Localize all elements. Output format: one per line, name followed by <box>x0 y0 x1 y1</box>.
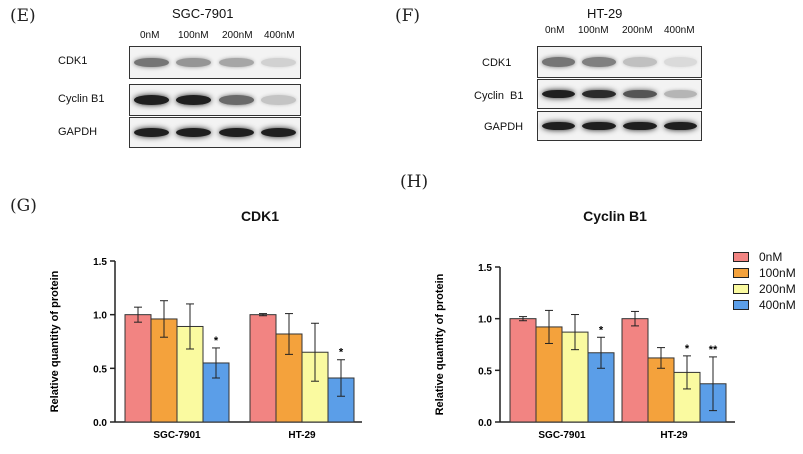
y-axis-label: Relative quantity of protein <box>49 270 61 412</box>
y-tick-label: 0.5 <box>478 366 492 377</box>
bar <box>249 314 277 423</box>
blot-f-row-label: GAPDH <box>484 121 524 133</box>
blot-f-strip-gapdh <box>537 111 702 141</box>
legend-label: 200nM <box>759 282 796 296</box>
significance-marker: * <box>214 335 219 347</box>
legend-item: 100nM <box>733 266 796 280</box>
bar <box>509 318 537 423</box>
blot-band <box>541 57 576 67</box>
bar <box>647 357 675 423</box>
blot-band <box>261 57 297 68</box>
blot-f-dose: 400nM <box>664 25 695 36</box>
blot-band <box>261 95 297 105</box>
y-tick-label: 0.0 <box>478 418 492 429</box>
bar <box>124 314 152 423</box>
chart-h-title: Cyclin B1 <box>583 208 647 224</box>
x-tick-label: HT-29 <box>288 430 316 441</box>
legend-swatch <box>733 252 749 262</box>
blot-band <box>541 121 576 131</box>
blot-e-dose: 400nM <box>264 30 295 41</box>
blot-f-dose: 0nM <box>545 25 565 36</box>
blot-band <box>218 57 254 68</box>
blot-f-dose: 200nM <box>622 25 653 36</box>
legend-label: 100nM <box>759 266 796 280</box>
y-tick-label: 1.5 <box>478 263 492 274</box>
blot-e-row-label: CDK1 <box>58 55 88 67</box>
x-tick-label: SGC-7901 <box>538 430 586 441</box>
x-tick-label: HT-29 <box>660 430 688 441</box>
y-tick-label: 1.0 <box>93 311 107 322</box>
blot-band <box>623 57 657 67</box>
significance-marker: * <box>599 324 604 336</box>
blot-f-cell-line: HT-29 <box>587 6 623 21</box>
blot-band <box>176 95 212 105</box>
y-axis-label: Relative quantity of protein <box>434 273 446 415</box>
blot-e-row-label: Cyclin B1 <box>58 93 105 105</box>
blot-band <box>218 127 254 138</box>
blot-band <box>261 127 297 138</box>
significance-marker: ** <box>709 344 718 356</box>
legend-swatch <box>733 300 749 310</box>
blot-e-strip-cdk1 <box>129 46 301 79</box>
legend-item: 400nM <box>733 298 796 312</box>
y-tick-label: 1.0 <box>478 315 492 326</box>
chart-g-title: CDK1 <box>240 208 280 224</box>
blot-e-strip-gapdh <box>129 117 301 148</box>
blot-band <box>582 89 616 99</box>
blot-e-strip-cyclin-b1 <box>129 84 301 116</box>
chart-g: 0.0 0.5 1.0 1.5 Relative quantity of protein… <box>49 257 362 441</box>
blot-band <box>663 121 698 131</box>
legend-swatch <box>733 268 749 278</box>
blot-f-row-label: Cyclin B1 <box>474 90 524 102</box>
panel-label-f: (F) <box>395 6 421 26</box>
blot-band <box>663 89 698 99</box>
blot-band <box>663 57 698 67</box>
blot-e-dose: 100nM <box>178 30 209 41</box>
blot-band <box>133 127 169 138</box>
legend-swatch <box>733 284 749 294</box>
bar <box>621 318 649 423</box>
blot-band <box>623 121 657 131</box>
blot-e-row-label: GAPDH <box>58 126 98 138</box>
blot-band <box>218 95 254 105</box>
blot-f-dose: 100nM <box>578 25 609 36</box>
y-tick-label: 0.5 <box>93 364 107 375</box>
blot-f-row-label: CDK1 <box>482 57 512 69</box>
legend-item: 0nM <box>733 250 782 264</box>
panel-label-e: (E) <box>10 6 36 26</box>
blot-band <box>176 127 212 138</box>
blot-band <box>582 121 616 131</box>
significance-marker: * <box>685 343 690 355</box>
y-tick-label: 1.5 <box>93 257 107 268</box>
blot-band <box>133 57 169 68</box>
significance-marker: * <box>339 347 344 359</box>
legend-item: 200nM <box>733 282 796 296</box>
x-tick-label: SGC-7901 <box>153 430 201 441</box>
legend-label: 400nM <box>759 298 796 312</box>
blot-band <box>541 89 576 99</box>
panel-label-h: (H) <box>400 172 429 192</box>
blot-band <box>582 57 616 67</box>
blot-f-strip-cdk1 <box>537 46 702 78</box>
blot-f-strip-cyclin-b1 <box>537 79 702 109</box>
blot-band <box>623 89 657 99</box>
legend-label: 0nM <box>759 250 783 264</box>
blot-e-cell-line: SGC-7901 <box>172 6 234 21</box>
blot-e-dose: 0nM <box>140 30 160 41</box>
blot-e-dose: 200nM <box>222 30 253 41</box>
blot-band <box>133 95 169 105</box>
panel-label-g: (G) <box>10 196 37 216</box>
blot-band <box>176 57 212 68</box>
y-tick-label: 0.0 <box>93 418 107 429</box>
chart-h: 0.0 0.5 1.0 1.5 Relative quantity of protein… <box>434 263 735 441</box>
